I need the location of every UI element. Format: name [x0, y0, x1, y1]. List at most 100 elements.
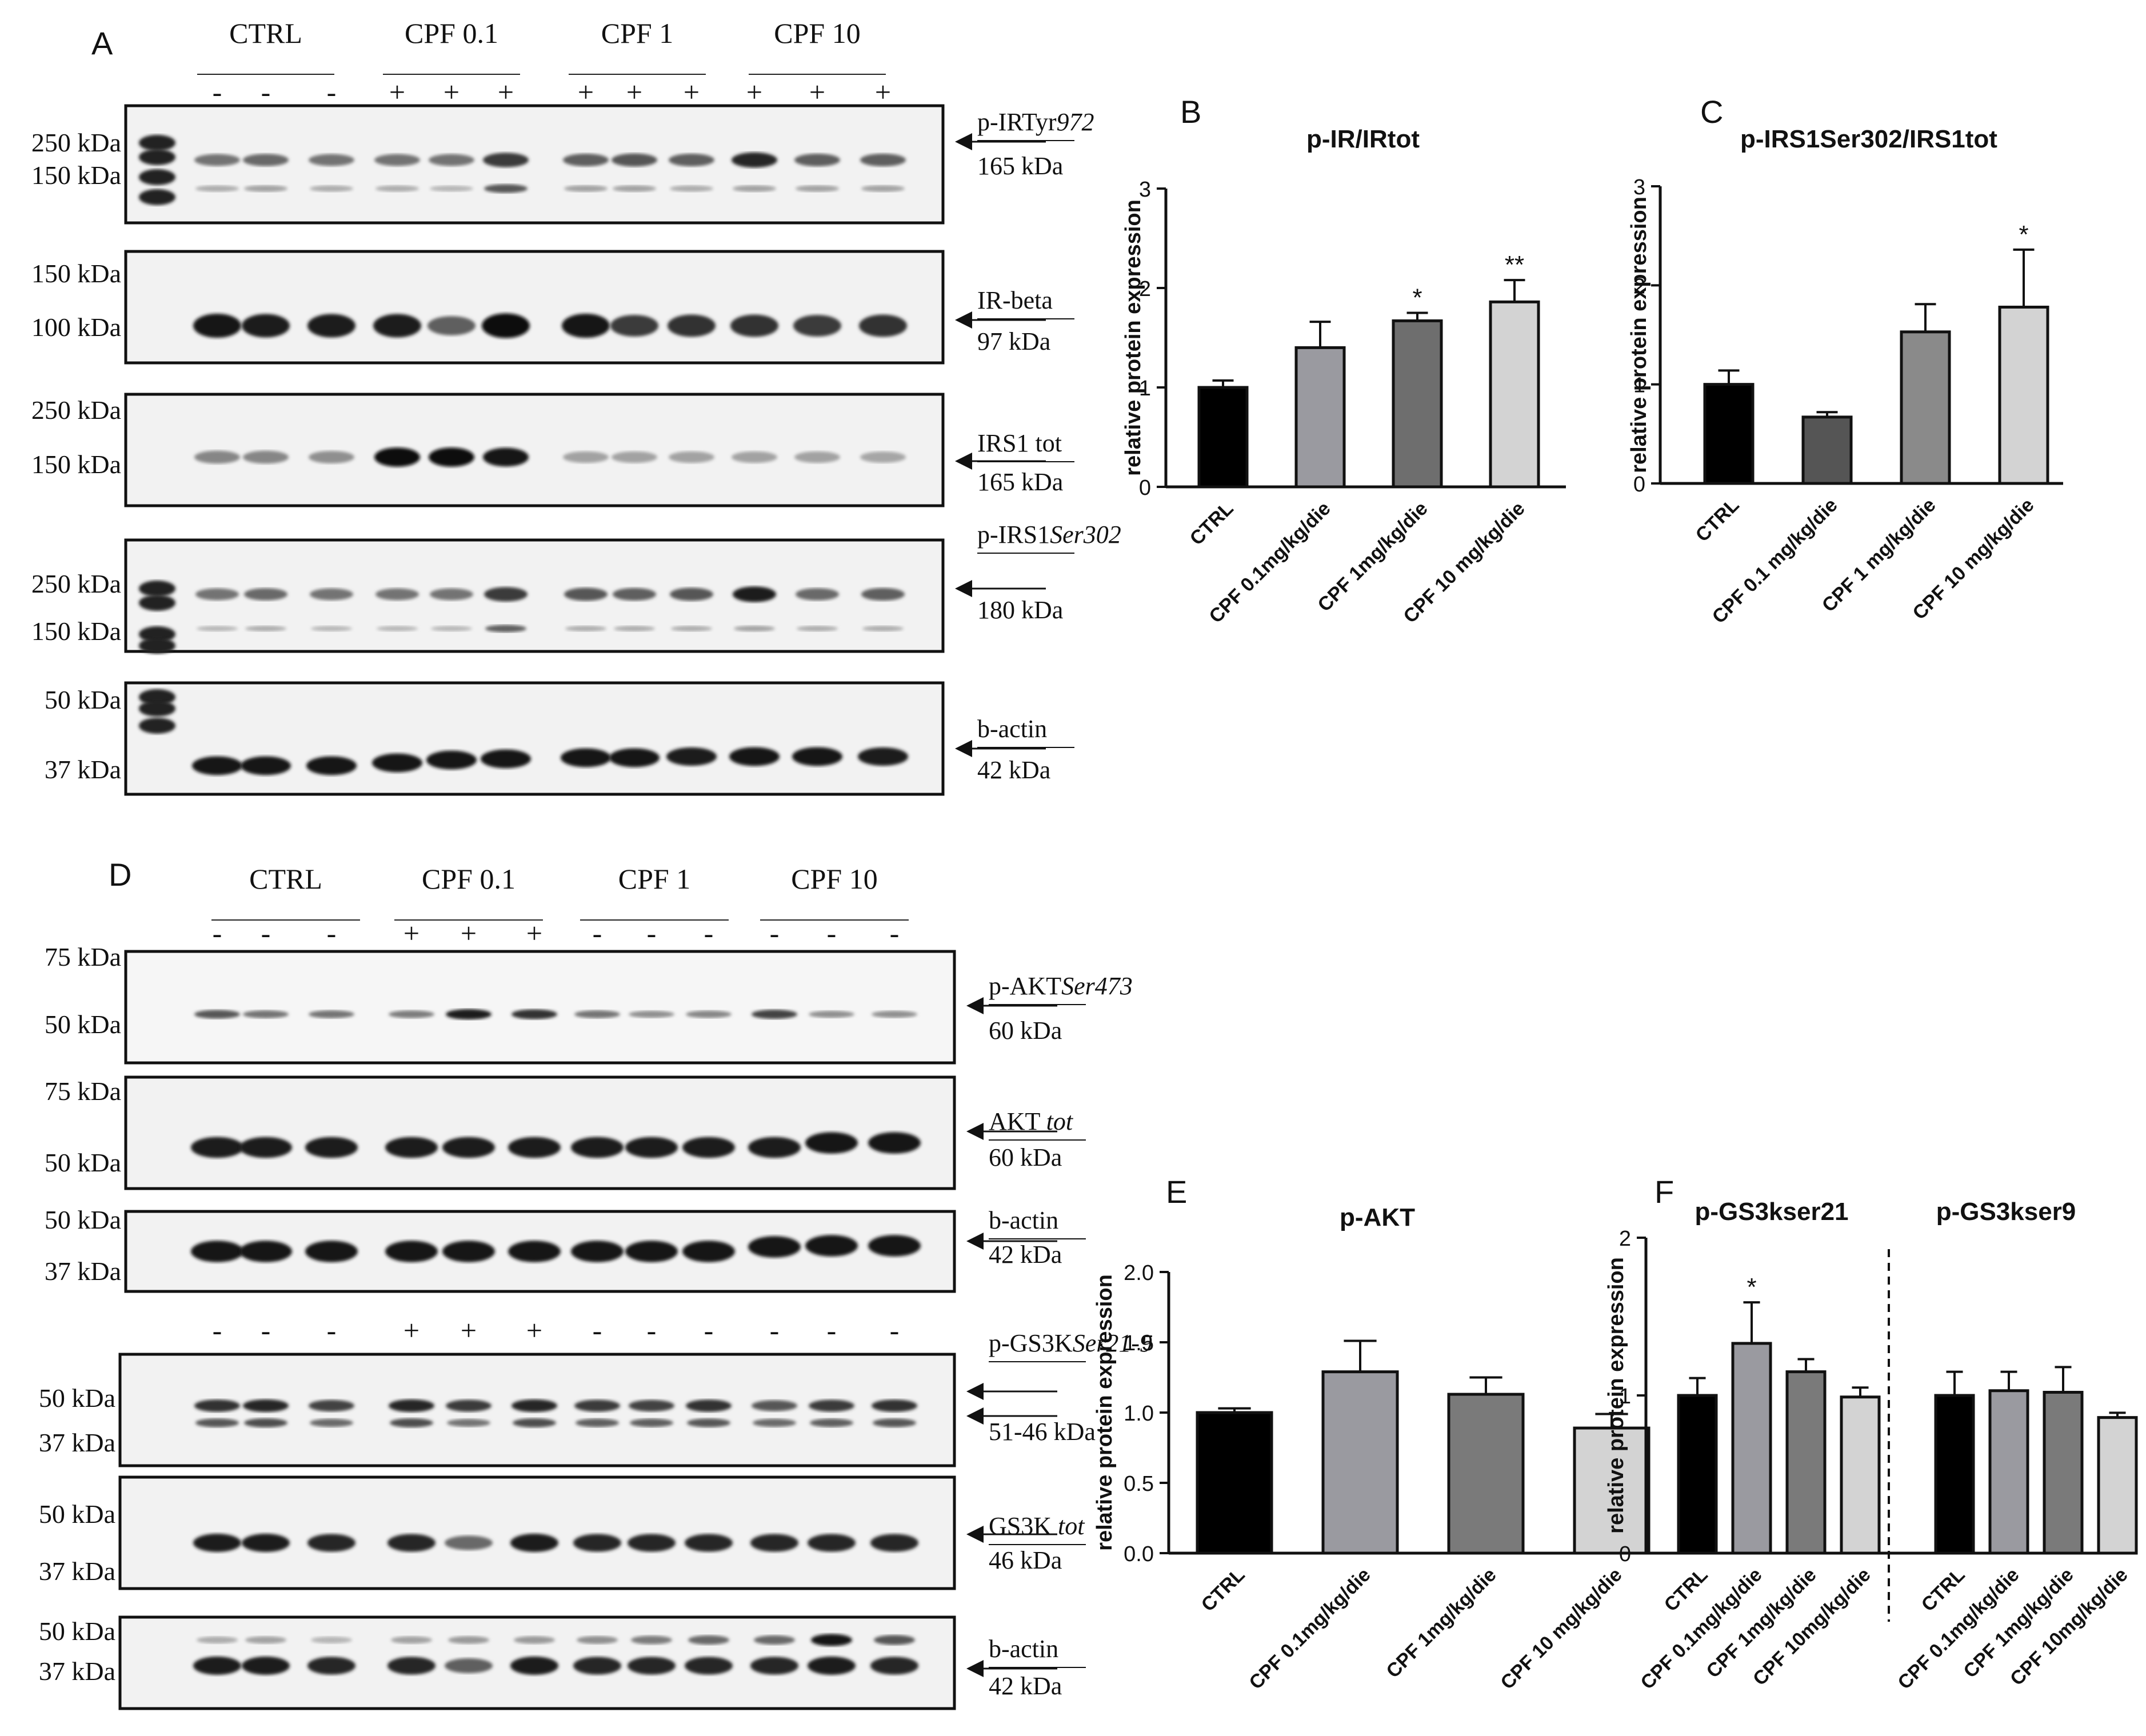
kda-label: 42 kDa	[989, 1672, 1062, 1700]
western-blot-panel-a: CTRL CPF 0.1 CPF 1 CPF 10 - - - + + + + + + + + +250 kD…	[31, 17, 1121, 796]
treatment-sign: -	[213, 917, 222, 949]
protein-band	[609, 748, 660, 767]
bar-chart-f: Fp-GS3kser21 p-GS3kser9 0 1 2 relative protei…	[1604, 1174, 2138, 1694]
protein-band	[859, 314, 907, 337]
bar	[1196, 1411, 1273, 1555]
protein-band	[732, 152, 777, 168]
panel-letter: C	[1700, 94, 1723, 130]
protein-band	[426, 750, 477, 770]
protein-band	[385, 1137, 438, 1158]
mw-marker: 150 kDa	[31, 259, 121, 288]
protein-band	[612, 153, 657, 167]
protein-band	[244, 588, 287, 601]
protein-band	[310, 588, 353, 601]
protein-band	[387, 1534, 435, 1552]
group-label: CPF 1	[601, 17, 673, 49]
mw-marker: 50 kDa	[45, 1148, 121, 1177]
treatment-sign: +	[684, 76, 700, 108]
y-tick-label: 2	[1633, 274, 1645, 298]
protein-band	[239, 1137, 292, 1158]
protein-band	[194, 154, 240, 166]
protein-band	[373, 314, 421, 338]
protein-band	[483, 153, 529, 167]
protein-band	[374, 447, 420, 467]
bar	[1731, 1342, 1772, 1555]
panel-letter: E	[1166, 1174, 1187, 1210]
blot-frame	[124, 681, 945, 796]
protein-band	[245, 1636, 286, 1644]
protein-band	[305, 1137, 358, 1158]
protein-band	[391, 1636, 432, 1644]
protein-band	[628, 1657, 676, 1675]
y-tick-label: 1	[1619, 1385, 1631, 1409]
treatment-sign: +	[526, 917, 542, 949]
bar	[1840, 1395, 1881, 1555]
group-label: CPF 1	[618, 863, 690, 895]
treatment-sign: +	[498, 76, 514, 108]
protein-band	[729, 747, 780, 766]
bar	[1447, 1393, 1525, 1555]
mw-marker: 37 kDa	[45, 1257, 121, 1286]
panel-letter: B	[1180, 94, 1201, 130]
protein-label: IRS1 tot	[977, 429, 1062, 457]
y-tick-label: 1	[1633, 374, 1645, 398]
protein-band	[669, 451, 714, 463]
protein-band	[687, 1418, 730, 1427]
mw-marker: 50 kDa	[45, 1010, 121, 1039]
protein-band	[514, 1636, 555, 1644]
protein-band	[860, 153, 906, 167]
protein-band	[508, 1241, 561, 1262]
protein-band	[571, 1241, 624, 1262]
protein-band	[564, 587, 608, 601]
x-tick-label: CTRL	[1917, 1564, 1969, 1616]
x-tick-label: CTRL	[1692, 494, 1744, 546]
protein-band	[197, 1636, 238, 1644]
protein-band	[431, 626, 472, 631]
mw-marker: 37 kDa	[39, 1428, 115, 1457]
protein-band	[793, 315, 841, 337]
chart-title: p-AKT	[1340, 1203, 1415, 1231]
protein-band	[446, 1399, 491, 1412]
protein-band	[511, 1009, 557, 1019]
protein-band	[309, 1399, 354, 1412]
treatment-sign: +	[403, 917, 419, 949]
protein-band	[485, 625, 526, 633]
protein-band	[612, 451, 657, 463]
protein-band	[239, 1241, 292, 1262]
protein-band	[870, 1657, 918, 1675]
treatment-sign: -	[327, 76, 337, 108]
protein-band	[197, 626, 238, 631]
protein-band	[811, 1634, 852, 1646]
kda-label: 42 kDa	[989, 1241, 1062, 1269]
protein-label: IR-beta	[977, 286, 1053, 314]
treatment-sign: -	[593, 917, 602, 949]
x-tick-label: CPF 10 mg/kg/die	[1496, 1564, 1626, 1694]
protein-band	[377, 626, 418, 631]
protein-label: p-GS3KSer21-9	[989, 1329, 1152, 1357]
protein-band	[873, 1418, 916, 1427]
y-tick-label: 0	[1139, 476, 1151, 500]
mw-marker: 50 kDa	[39, 1499, 115, 1529]
protein-band	[310, 1418, 353, 1427]
protein-band	[630, 1418, 673, 1427]
protein-band	[682, 1137, 735, 1158]
y-tick-label: 2	[1139, 277, 1151, 301]
x-tick-label: CTRL	[1197, 1564, 1249, 1616]
protein-band	[666, 747, 717, 766]
ladder-band	[139, 189, 175, 205]
ladder-band	[139, 169, 175, 185]
protein-band	[576, 1418, 619, 1427]
protein-band	[482, 313, 530, 338]
protein-band	[861, 185, 905, 192]
protein-band	[872, 1010, 917, 1018]
protein-band	[571, 1137, 624, 1158]
protein-band	[808, 1534, 856, 1552]
protein-band	[861, 587, 905, 601]
protein-band	[810, 1418, 853, 1427]
protein-band	[483, 447, 529, 467]
protein-band	[374, 154, 420, 166]
protein-band	[372, 753, 422, 773]
group-label: CPF 10	[791, 863, 877, 895]
